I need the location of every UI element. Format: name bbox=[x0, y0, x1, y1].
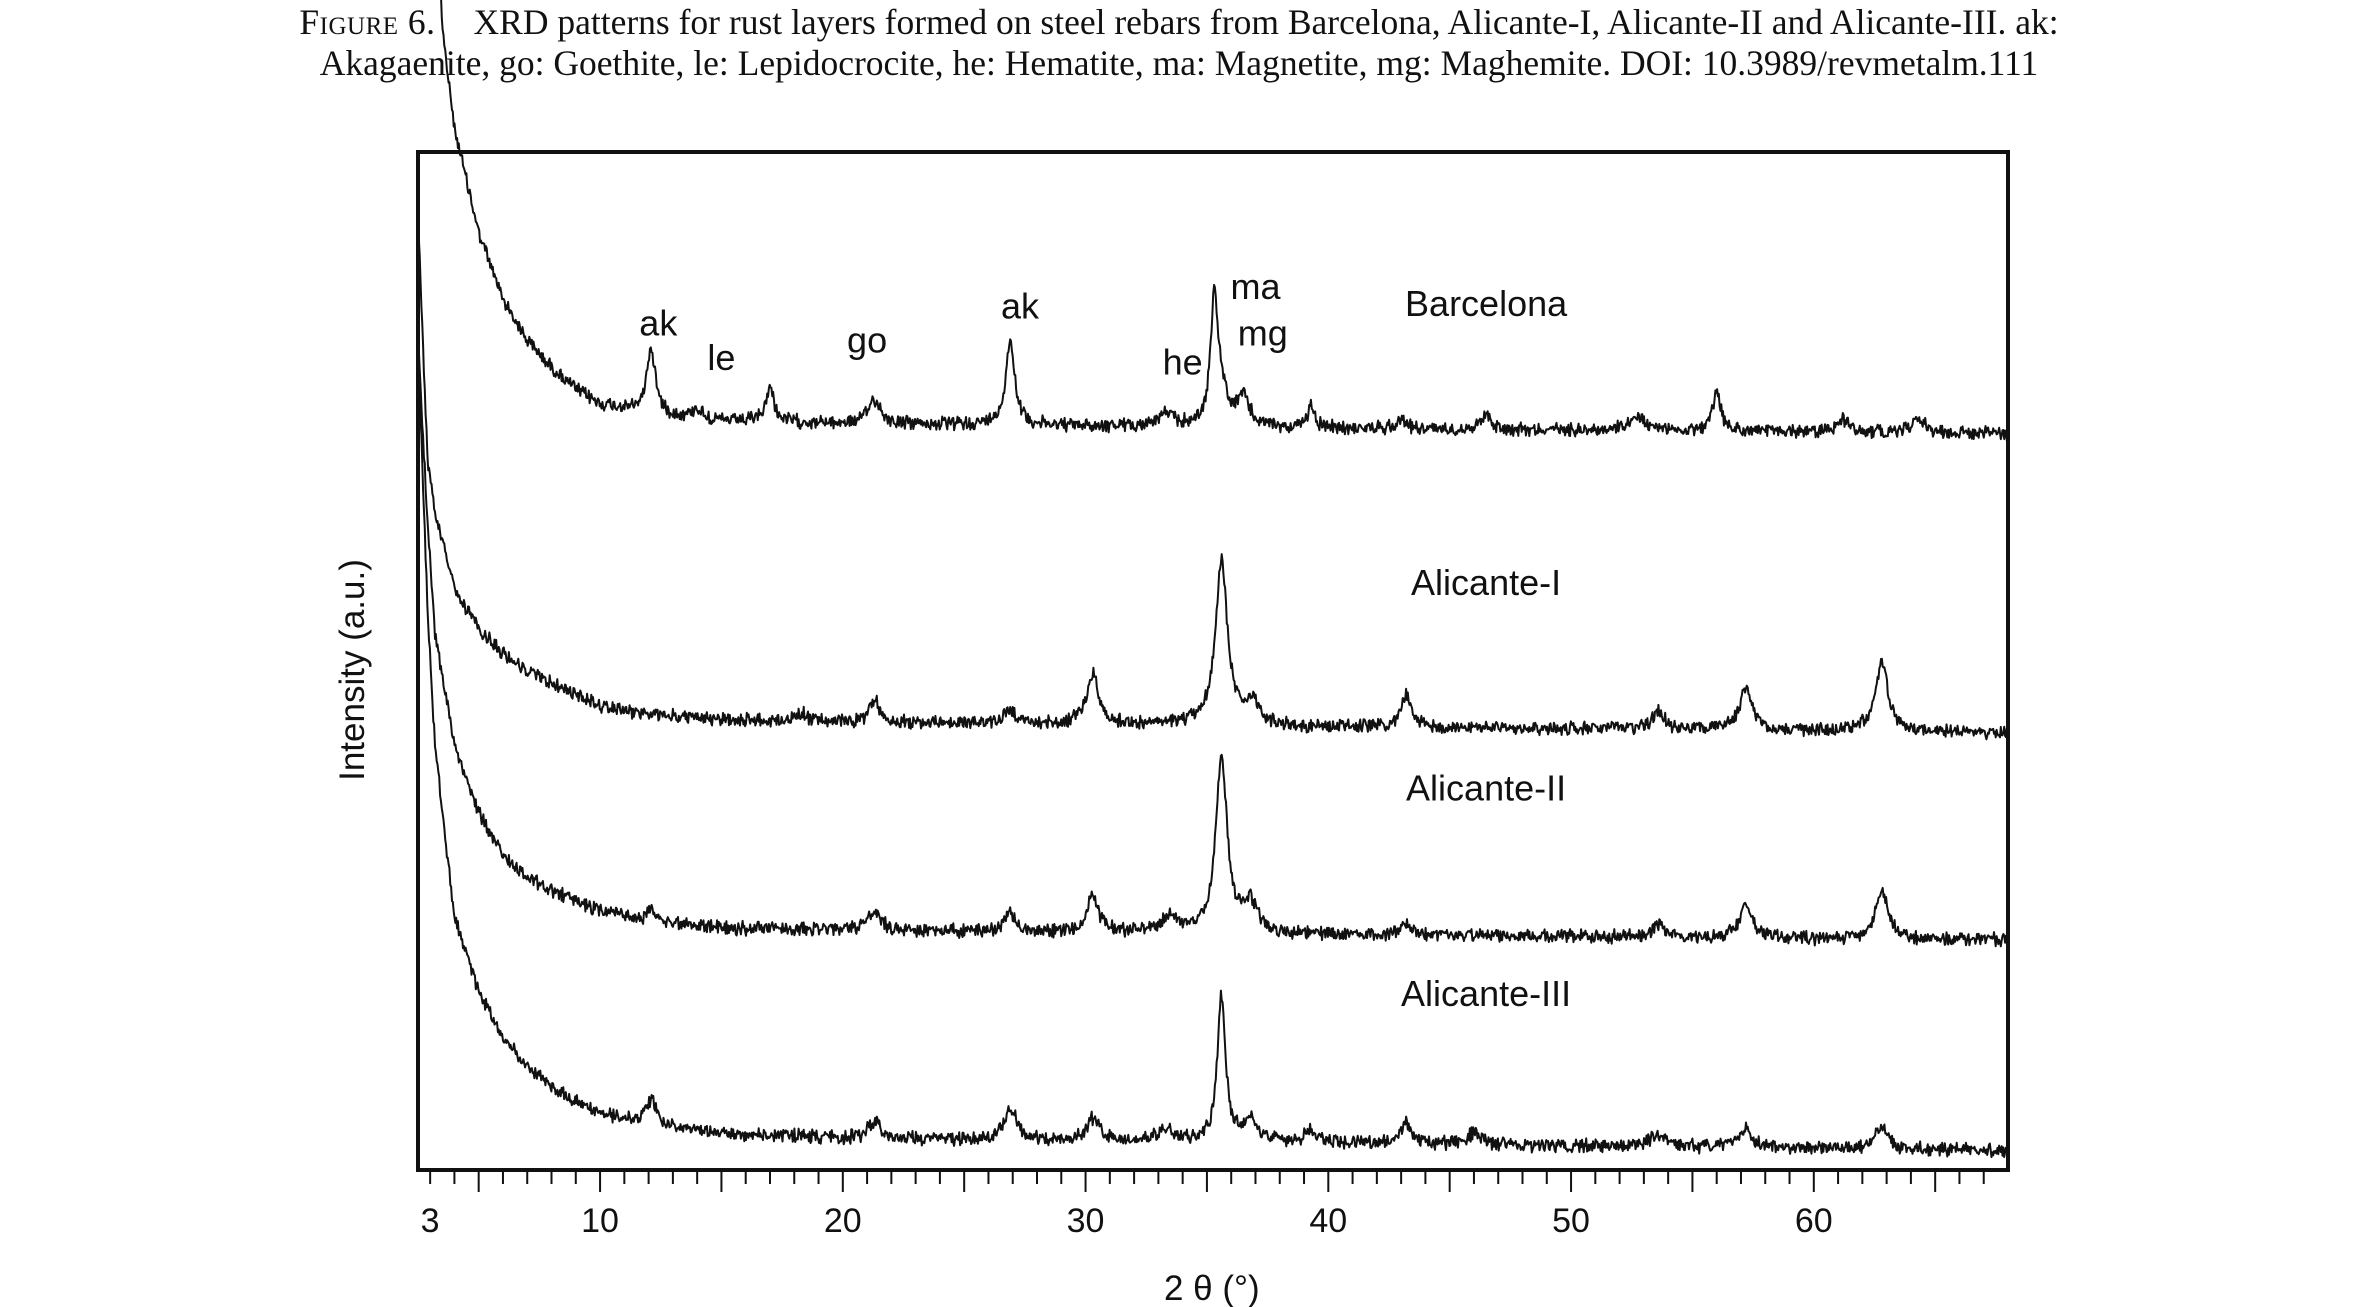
phase-label-ak: ak bbox=[1001, 285, 1040, 326]
x-tick-label: 10 bbox=[581, 1202, 619, 1240]
figure-label: Figure 6. bbox=[299, 2, 436, 42]
x-tick-label: 40 bbox=[1309, 1202, 1347, 1240]
plot-frame bbox=[416, 150, 2010, 1172]
x-tick-label: 20 bbox=[824, 1202, 862, 1240]
xrd-trace-alicante-i bbox=[417, 218, 2009, 741]
x-axis-label: 2 θ (°) bbox=[1164, 1269, 1260, 1307]
x-tick-label: 3 bbox=[421, 1202, 440, 1240]
caption-line-1: Figure 6. XRD patterns for rust layers fo… bbox=[0, 2, 2358, 43]
series-label: Alicante-II bbox=[1406, 767, 1566, 808]
xrd-traces bbox=[417, 0, 2009, 1159]
phase-label-ma: ma bbox=[1230, 266, 1281, 307]
phase-label-le: le bbox=[707, 337, 735, 378]
caption-line-2: Akagaenite, go: Goethite, le: Lepidocroc… bbox=[319, 43, 2039, 83]
phase-label-ak: ak bbox=[639, 303, 678, 344]
x-tick-label: 50 bbox=[1552, 1202, 1590, 1240]
caption-text-1: XRD patterns for rust layers formed on s… bbox=[473, 2, 2059, 42]
series-label: Barcelona bbox=[1405, 283, 1568, 324]
series-label: Alicante-I bbox=[1411, 562, 1561, 603]
phase-label-mg: mg bbox=[1238, 312, 1288, 353]
series-label: Alicante-III bbox=[1401, 973, 1571, 1014]
x-tick-label: 30 bbox=[1067, 1202, 1105, 1240]
phase-label-go: go bbox=[847, 320, 887, 361]
figure-caption: Figure 6. XRD patterns for rust layers fo… bbox=[0, 2, 2358, 84]
x-tick-label: 60 bbox=[1795, 1202, 1833, 1240]
xrd-trace-alicante-iii bbox=[417, 345, 2009, 1159]
xrd-trace-barcelona bbox=[440, 0, 2009, 442]
phase-label-he: he bbox=[1163, 342, 1203, 383]
xrd-trace-alicante-ii bbox=[417, 341, 2009, 948]
y-axis-label: Intensity (a.u.) bbox=[333, 559, 372, 781]
x-axis-ticks: 3 10 20 30 40 50 60 bbox=[421, 1170, 1985, 1240]
